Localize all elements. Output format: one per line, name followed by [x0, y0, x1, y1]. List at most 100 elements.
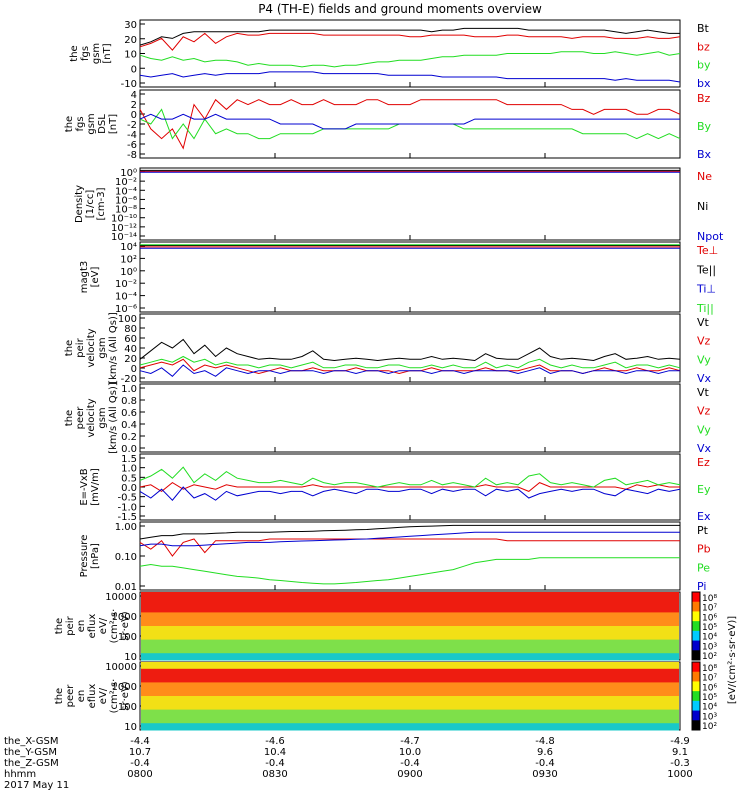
ephemeris-value: -0.4	[265, 758, 285, 769]
y-tick-label: 10⁰	[120, 267, 137, 278]
ephemeris-row-label: 2017 May 11	[4, 780, 69, 791]
y-axis-label: Pressure	[79, 535, 90, 578]
y-tick-label: 0	[131, 110, 137, 121]
panel-peer_velocity: the peer velocity gsm [km/s (All Qs)] 1.00.80…	[64, 382, 712, 455]
ephemeris-value: 0900	[397, 769, 422, 780]
heatmap-band	[141, 682, 679, 690]
y-tick-label: 10⁻¹⁰	[111, 214, 137, 225]
y-tick-label: 10000	[105, 592, 137, 603]
legend-label: Ez	[697, 456, 710, 469]
colorbar-frame	[691, 661, 701, 731]
legend-label: Bt	[697, 22, 710, 35]
y-tick-label: 100	[118, 632, 137, 643]
legend-label: Pi	[697, 580, 706, 593]
y-tick-label: 1.0	[121, 384, 137, 395]
panel-pressure: Pressure [nPa] 1.00 0.10 0.01 Pt Pb Pe Pi	[79, 521, 711, 593]
y-tick-label: 4	[131, 90, 137, 101]
panel-peir_velocity: the peir velocity gsm [km/s (All Qs)]1008060…	[64, 312, 712, 385]
y-tick-label: 10⁻¹²	[111, 223, 137, 234]
y-tick-label: 1.00	[115, 522, 137, 533]
series-line-Vy	[139, 355, 681, 369]
y-tick-label: 10⁻⁴	[115, 186, 137, 197]
heatmap-band	[141, 716, 679, 724]
series-line-Bt	[139, 27, 680, 46]
y-axis-label: peir	[65, 615, 76, 635]
series-line-Vt	[139, 338, 681, 362]
y-tick-label: 10⁻⁶	[115, 304, 137, 315]
y-tick-label: 10⁻¹⁴	[111, 232, 137, 243]
y-axis-label: [eV]	[90, 267, 101, 288]
y-axis-label: eV/	[98, 617, 109, 634]
y-axis-label: [km/s (All Qs)]	[108, 382, 119, 454]
colorbar-tick-label: 10⁸	[702, 594, 717, 604]
legend-label: Vx	[697, 442, 712, 455]
colorbar-swatch	[692, 621, 700, 632]
y-tick-label: -1.5	[117, 512, 137, 523]
heatmap-band	[141, 653, 679, 661]
y-tick-label: 20	[124, 35, 137, 46]
colorbar-tick-label: 10⁷	[702, 674, 717, 684]
colorbar-swatch	[692, 710, 700, 721]
legend-label: Ti⊥	[696, 283, 716, 296]
series-line-by	[139, 51, 681, 68]
legend-label: Vx	[697, 372, 712, 385]
heatmap-band	[141, 592, 679, 600]
y-axis-label: E=-VxB	[79, 468, 90, 505]
colorbar-swatch	[692, 640, 700, 651]
colorbar-swatch	[692, 671, 700, 682]
heatmap-band	[141, 689, 679, 697]
ephemeris-value: 0930	[532, 769, 557, 780]
colorbar-tick-label: 10⁴	[702, 633, 717, 643]
ephemeris-value: 10.7	[129, 747, 151, 758]
heatmap-band	[141, 709, 679, 717]
legend-label: Ex	[697, 510, 711, 523]
y-tick-label: 40	[124, 344, 137, 355]
colorbar-frame	[691, 591, 701, 661]
colorbar-label: [eV/(cm²·s·sr·eV)]	[727, 616, 738, 704]
colorbar-swatch	[692, 650, 700, 661]
y-tick-label: 10⁻⁴	[115, 292, 137, 303]
y-axis-label: [cm-3]	[96, 187, 107, 220]
ephemeris-value: 10.4	[264, 747, 286, 758]
y-tick-label: -8	[127, 150, 137, 161]
y-tick-label: 1000	[112, 682, 137, 693]
y-tick-label: -1.0	[117, 502, 137, 513]
y-axis-label: sr·eV)	[120, 611, 131, 640]
ephemeris-value: 1000	[667, 769, 692, 780]
y-axis-label: DSL	[97, 114, 108, 134]
colorbar-tick-label: 10⁶	[702, 683, 717, 693]
colorbar-swatch	[692, 700, 700, 712]
y-tick-label: 1.5	[121, 454, 137, 465]
y-axis-label: the	[64, 340, 75, 356]
panel-density: Density [1/cc] [cm-3]10⁰10⁻²10⁻⁴10⁻⁶10⁻⁸10…	[74, 167, 724, 243]
y-tick-label: 0.0	[121, 444, 137, 455]
y-tick-label: -10	[121, 79, 137, 90]
series-line-Bx	[139, 113, 680, 130]
ephemeris-value: -0.4	[130, 758, 150, 769]
colorbar-swatch	[692, 662, 700, 673]
y-axis-label: eV/	[98, 687, 109, 704]
y-tick-label: 10	[124, 50, 137, 61]
y-tick-label: -0.5	[117, 493, 137, 504]
legend-label: Vt	[697, 386, 710, 399]
y-axis-label: fgs	[75, 116, 86, 131]
series-line-Pb	[139, 538, 680, 557]
heatmap-band	[141, 702, 679, 711]
series-line-Vx	[139, 364, 680, 377]
y-tick-label: 100	[118, 314, 137, 325]
legend-label: Te⊥	[696, 244, 718, 257]
y-tick-label: -6	[127, 140, 137, 151]
heatmap-band	[141, 632, 679, 641]
colorbar-tick-label: 10²	[702, 652, 717, 662]
ephemeris-row-label: the_Y-GSM	[4, 747, 57, 758]
heatmap-band	[141, 723, 679, 731]
y-tick-label: 10	[124, 652, 137, 663]
y-axis-label: [nT]	[108, 114, 119, 134]
y-axis-label: the	[54, 688, 65, 704]
y-axis-label: the	[64, 116, 75, 132]
y-axis-label: velocity	[86, 398, 97, 437]
